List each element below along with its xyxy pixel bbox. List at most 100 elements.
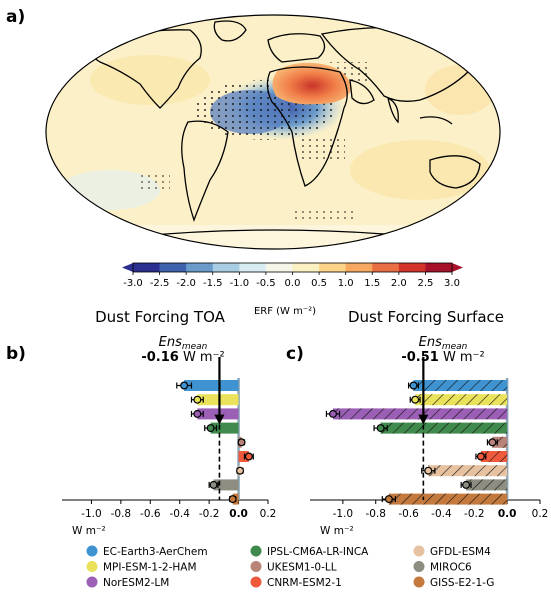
panel-label-b: b) [6, 344, 26, 364]
bar [197, 394, 239, 406]
x-tick-label: -0.8 [111, 508, 132, 520]
mean-marker [424, 466, 433, 475]
colorbar-tick-label: 2.0 [391, 278, 407, 289]
colorbar-segment [133, 263, 160, 272]
mean-marker [384, 495, 393, 504]
bar [238, 451, 249, 462]
colorbar-segment [372, 263, 400, 272]
legend-label: IPSL-CM6A-LR-INCA [267, 546, 369, 558]
mean-marker [462, 480, 471, 489]
colorbar-extend-low [122, 263, 133, 272]
bar [210, 422, 239, 434]
colorbar-segment [186, 263, 214, 272]
ens-mean-label: Ensmean [419, 335, 468, 352]
colorbar-tick-label: -2.5 [150, 278, 170, 289]
legend-marker [86, 561, 98, 572]
mean-marker [476, 452, 485, 461]
x-tick-label: 0.2 [260, 508, 277, 520]
legend-marker [413, 561, 425, 572]
x-axis-label: W m⁻² [72, 525, 106, 537]
bar-hatch [492, 436, 508, 448]
x-axis-label: W m⁻² [320, 525, 354, 537]
colorbar-extend-high [452, 263, 463, 272]
mean-marker [237, 438, 246, 447]
mean-marker [488, 438, 497, 447]
bar-hatch [380, 422, 508, 434]
x-tick-label: -0.8 [365, 508, 386, 520]
ens-mean-arrowhead [214, 414, 225, 425]
panel-b-title: Dust Forcing TOA [95, 308, 226, 326]
legend-label: UKESM1-0-LL [267, 562, 337, 574]
legend-label: GFDL-ESM4 [430, 546, 491, 558]
colorbar-segment [159, 263, 187, 272]
bar-hatch [333, 408, 508, 420]
ens-mean-arrowhead [418, 414, 429, 425]
mean-marker [180, 381, 189, 390]
mean-marker [228, 495, 237, 504]
mean-marker [236, 466, 245, 475]
legend-label: EC-Earth3-AerChem [103, 546, 208, 558]
x-tick-label: -0.2 [464, 508, 485, 520]
legend-label: MIROC6 [430, 562, 472, 574]
x-tick-label: -0.2 [199, 508, 220, 520]
x-tick-label: 0.0 [229, 508, 248, 520]
legend-marker [413, 576, 425, 588]
colorbar-tick-label: 1.0 [338, 278, 354, 289]
mean-marker [206, 424, 215, 433]
x-tick-label: -0.6 [398, 508, 419, 520]
panel-c-title: Dust Forcing Surface [348, 308, 504, 326]
bar-hatch [413, 380, 508, 391]
x-tick-label: -0.4 [431, 508, 452, 520]
colorbar-segment [239, 263, 267, 272]
colorbar-segment [212, 263, 240, 272]
legend-marker [250, 576, 262, 588]
colorbar-tick-label: 1.5 [364, 278, 380, 289]
panel-label-a: a) [6, 7, 25, 27]
colorbar-tick-label: -2.0 [176, 278, 196, 289]
mean-marker [329, 409, 338, 418]
colorbar-segment [345, 263, 373, 272]
bar [184, 380, 239, 391]
legend-marker [413, 545, 425, 557]
colorbar-segment [292, 263, 320, 272]
mean-marker [193, 409, 202, 418]
panel-label-c: c) [286, 344, 304, 364]
ens-mean-value: -0.16 W m⁻² [141, 350, 224, 365]
legend-marker [86, 545, 98, 557]
legend-marker [250, 545, 262, 557]
mean-marker [411, 395, 420, 404]
panel-c-chart: Ensmean-0.51 W m⁻² -1.0 -0.8 -0.6 -0.4 -0.2 0.… [310, 335, 548, 537]
ens-mean-value: -0.51 W m⁻² [401, 350, 484, 365]
legend: EC-Earth3-AerChem MPI-ESM-1-2-HAM NorESM2-… [86, 545, 494, 589]
bar-hatch [428, 465, 508, 477]
x-tick-label: -0.4 [169, 508, 190, 520]
mean-marker [209, 480, 218, 489]
legend-marker [250, 561, 262, 572]
mean-marker [193, 395, 202, 404]
colorbar-segment [398, 263, 426, 272]
x-tick-label: 0.2 [532, 508, 549, 520]
legend-marker [86, 576, 98, 588]
colorbar-tick-label: -3.0 [123, 278, 143, 289]
colorbar-tick-label: 3.0 [444, 278, 460, 289]
dust-forcing-map [45, 14, 501, 250]
colorbar-tick-label: 0.0 [285, 278, 301, 289]
mean-marker [244, 452, 253, 461]
bar [197, 408, 239, 420]
mean-marker [409, 381, 418, 390]
ens-mean-label: Ensmean [159, 335, 208, 352]
colorbar-segment [319, 263, 346, 272]
colorbar-tick-label: 2.5 [417, 278, 433, 289]
bar-hatch [388, 493, 508, 505]
colorbar-tick-label: -1.5 [203, 278, 223, 289]
bar-hatch [480, 451, 508, 462]
bar-hatch [415, 394, 508, 406]
bar-hatch [466, 479, 508, 491]
mean-marker [376, 424, 385, 433]
legend-label: NorESM2-LM [103, 577, 169, 589]
panel-b-chart: Ensmean-0.16 W m⁻² -1.0 -0.8 -0.6 -0.4 -0.2 0.… [62, 335, 276, 537]
bar [213, 479, 239, 491]
colorbar-segment [265, 263, 293, 272]
x-tick-label: -0.6 [140, 508, 161, 520]
